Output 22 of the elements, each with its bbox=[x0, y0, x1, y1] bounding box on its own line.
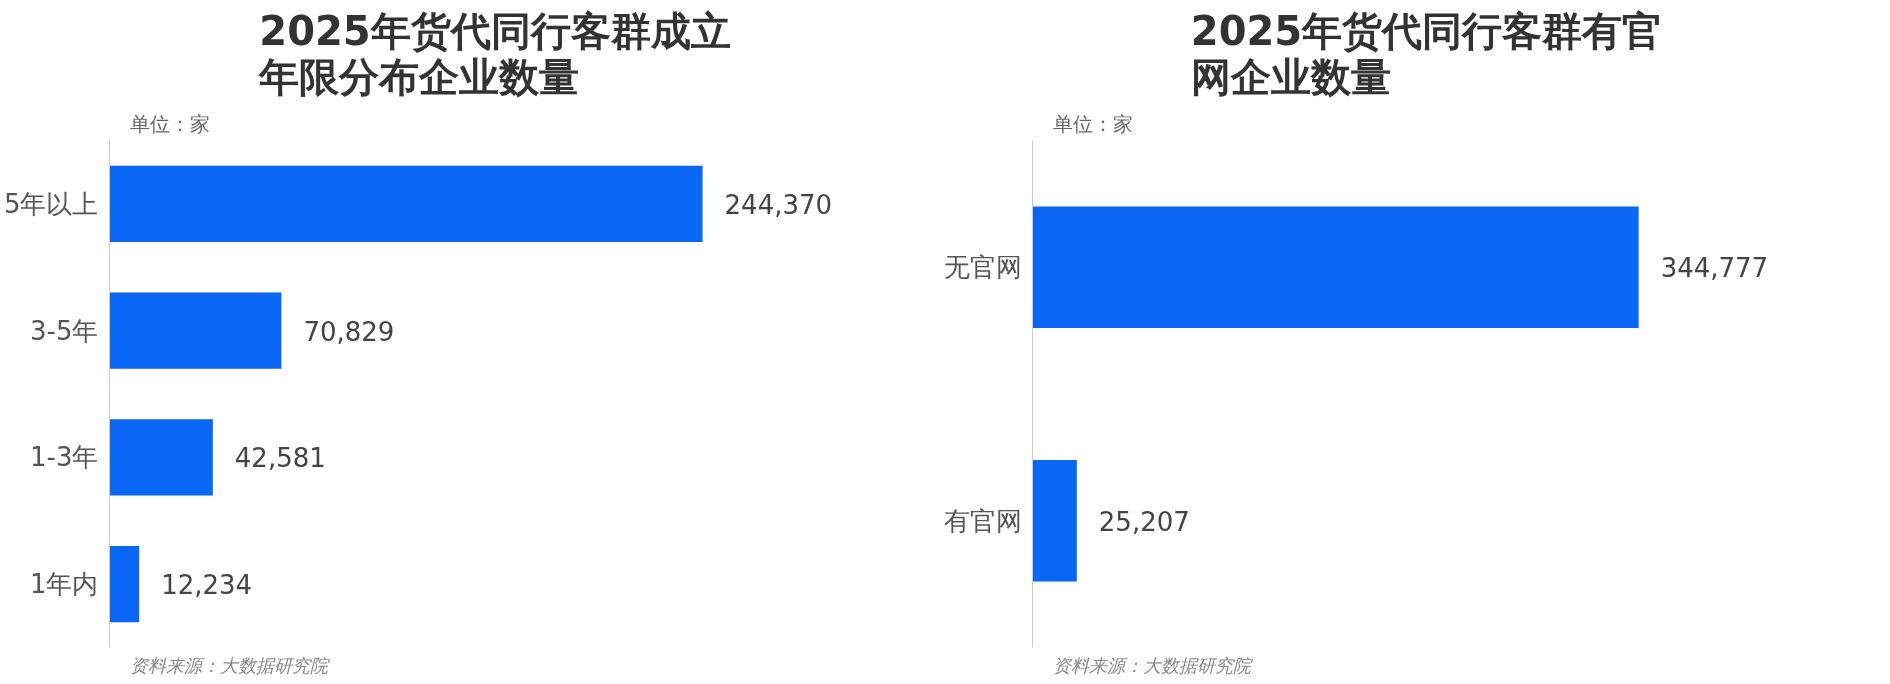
data-label: 244,370 bbox=[724, 189, 833, 220]
y-tick-label: 3-5年 bbox=[30, 315, 99, 346]
chart-title: 2025年货代同行客群成立年限分布企业数量 bbox=[258, 7, 731, 100]
data-label: 70,829 bbox=[303, 316, 395, 347]
bar bbox=[109, 165, 703, 242]
y-tick-label: 1-3年 bbox=[30, 442, 99, 473]
data-label: 42,581 bbox=[234, 443, 326, 474]
text: 单位：家 bbox=[129, 111, 210, 136]
bar bbox=[109, 292, 282, 369]
data-label: 12,234 bbox=[161, 570, 253, 601]
y-tick-label: 5年以上 bbox=[3, 188, 99, 219]
data-label: 25,207 bbox=[1098, 506, 1190, 537]
text: 单位：家 bbox=[1052, 111, 1133, 136]
y-tick-label: 1年内 bbox=[29, 569, 99, 600]
text: 资料来源：大数据研究院 bbox=[1052, 654, 1253, 676]
y-tick-label: 无官网 bbox=[943, 252, 1022, 283]
chart-title: 2025年货代同行客群有官网企业数量 bbox=[1190, 7, 1663, 100]
y-tick-label: 有官网 bbox=[943, 505, 1022, 536]
data-label: 344,777 bbox=[1660, 253, 1769, 284]
text: 资料来源：大数据研究院 bbox=[129, 654, 330, 676]
bar bbox=[109, 546, 140, 623]
bar bbox=[109, 419, 213, 496]
